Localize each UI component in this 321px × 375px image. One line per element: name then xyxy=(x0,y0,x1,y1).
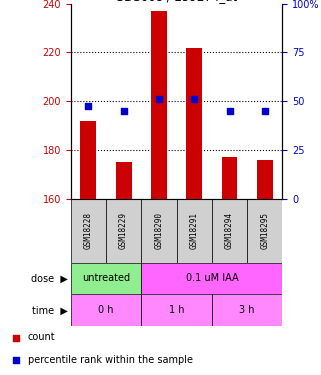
Bar xyxy=(141,294,212,326)
Bar xyxy=(212,294,282,326)
Bar xyxy=(71,294,141,326)
Text: dose  ▶: dose ▶ xyxy=(30,273,67,284)
Text: GSM18291: GSM18291 xyxy=(190,212,199,249)
Point xyxy=(227,108,232,114)
Text: GSM18290: GSM18290 xyxy=(154,212,163,249)
Text: GSM18295: GSM18295 xyxy=(260,212,269,249)
Bar xyxy=(177,199,212,262)
Bar xyxy=(151,11,167,199)
Text: GSM18228: GSM18228 xyxy=(84,212,93,249)
Bar xyxy=(257,160,273,199)
Point xyxy=(156,96,161,102)
Text: 3 h: 3 h xyxy=(239,305,255,315)
Bar xyxy=(141,262,282,294)
Text: time  ▶: time ▶ xyxy=(31,305,67,315)
Bar xyxy=(116,162,132,199)
Bar xyxy=(212,199,247,262)
Text: 1 h: 1 h xyxy=(169,305,184,315)
Bar xyxy=(221,158,238,199)
Text: GSM18229: GSM18229 xyxy=(119,212,128,249)
Point xyxy=(86,103,91,109)
Point xyxy=(121,108,126,114)
Text: count: count xyxy=(28,333,56,342)
Point xyxy=(262,108,267,114)
Point xyxy=(13,357,18,363)
Point xyxy=(13,334,18,340)
Point xyxy=(192,96,197,102)
Bar xyxy=(247,199,282,262)
Bar xyxy=(71,262,141,294)
Text: 0.1 uM IAA: 0.1 uM IAA xyxy=(186,273,238,284)
Title: GDS668 / 259274_at: GDS668 / 259274_at xyxy=(116,0,238,3)
Text: untreated: untreated xyxy=(82,273,130,284)
Bar xyxy=(141,199,177,262)
Text: GSM18294: GSM18294 xyxy=(225,212,234,249)
Bar xyxy=(106,199,141,262)
Text: 0 h: 0 h xyxy=(98,305,114,315)
Bar xyxy=(71,199,106,262)
Bar xyxy=(186,48,202,199)
Bar xyxy=(80,121,96,199)
Text: percentile rank within the sample: percentile rank within the sample xyxy=(28,355,193,365)
